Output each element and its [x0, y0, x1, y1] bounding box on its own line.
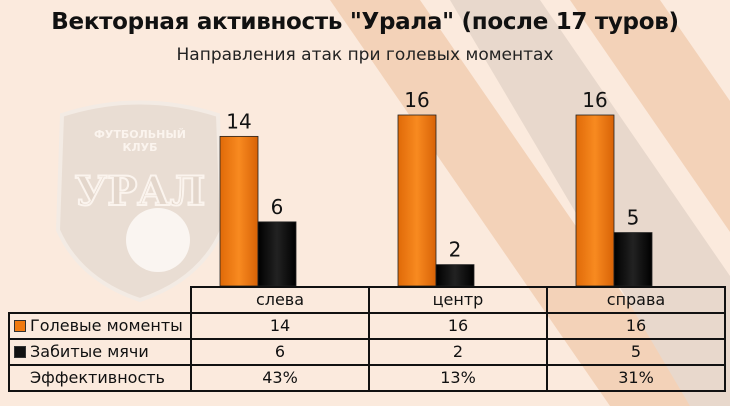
table-row: Забитые мячи 6 2 5 — [8, 338, 726, 366]
legend-entry-chances: Голевые моменты — [8, 312, 192, 340]
category-header: слева — [190, 286, 370, 314]
bar-chances — [219, 135, 259, 287]
chart-subtitle: Направления атак при голевых моментах — [176, 45, 554, 65]
bar-chances — [397, 114, 437, 287]
series-name: Голевые моменты — [30, 316, 183, 335]
table-row: Голевые моменты 14 16 16 — [8, 312, 726, 340]
efficiency-label: Эффективность — [8, 364, 192, 392]
table-row: Эффективность 43% 13% 31% — [8, 364, 726, 392]
category-header: центр — [368, 286, 548, 314]
table-cell: 43% — [190, 364, 370, 392]
data-label: 16 — [404, 88, 429, 112]
table-header-row: слева центр справа — [9, 286, 726, 314]
table-cell: 13% — [368, 364, 548, 392]
table-cell: 5 — [546, 338, 726, 366]
table-cell: 6 — [190, 338, 370, 366]
series-name: Забитые мячи — [30, 342, 149, 361]
bar-goals — [613, 232, 653, 287]
watermark-stripe — [570, 0, 730, 232]
legend-key-orange — [14, 320, 26, 332]
data-label: 16 — [582, 88, 607, 112]
bar-goals — [435, 264, 475, 287]
data-label: 5 — [627, 206, 640, 230]
table-cell: 14 — [190, 312, 370, 340]
table-cell: 16 — [368, 312, 548, 340]
svg-text:ФУТБОЛЬНЫЙ: ФУТБОЛЬНЫЙ — [94, 128, 186, 141]
table-cell: 31% — [546, 364, 726, 392]
category-header: справа — [546, 286, 726, 314]
svg-text:УРАЛ: УРАЛ — [75, 168, 206, 215]
legend-key-black — [14, 346, 26, 358]
table-corner — [9, 287, 191, 313]
chart-title: Векторная активность "Урала" (после 17 т… — [51, 9, 679, 35]
bar-chances — [575, 114, 615, 287]
data-label: 2 — [449, 238, 462, 262]
table-cell: 16 — [546, 312, 726, 340]
data-label: 6 — [271, 195, 284, 219]
table-cell: 2 — [368, 338, 548, 366]
row-name: Эффективность — [30, 368, 165, 387]
data-label: 14 — [226, 109, 251, 133]
svg-text:КЛУБ: КЛУБ — [123, 141, 158, 154]
bar-goals — [257, 221, 297, 287]
data-table: слева центр справа Голевые моменты 14 16… — [8, 286, 726, 392]
legend-entry-goals: Забитые мячи — [8, 338, 192, 366]
